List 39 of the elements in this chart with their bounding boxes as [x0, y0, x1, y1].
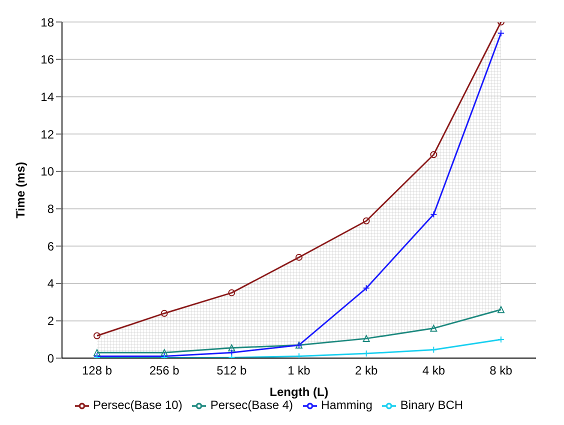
- legend-label: Binary BCH: [400, 398, 464, 412]
- point: [160, 349, 168, 356]
- x-tick-label: 2 kb: [354, 364, 378, 378]
- point: [362, 217, 370, 224]
- legend-label: Hamming: [321, 398, 372, 412]
- point: [160, 310, 168, 317]
- y-tick-label: 8: [47, 202, 54, 216]
- point: [362, 284, 370, 292]
- point: [430, 346, 438, 354]
- point: [430, 324, 438, 332]
- x-tick-label: 128 b: [82, 364, 112, 378]
- y-tick-label: 16: [40, 52, 54, 67]
- x-tick-label: 1 kb: [288, 364, 311, 378]
- y-tick-label: 0: [47, 351, 54, 366]
- point: [362, 335, 370, 342]
- y-tick-label: 14: [40, 90, 54, 104]
- point: [94, 332, 100, 340]
- point: [228, 289, 236, 296]
- y-axis-title: Time (ms): [13, 162, 28, 218]
- legend-label: Persec(Base 10): [92, 398, 182, 412]
- x-tick-label: 512 b: [216, 364, 248, 378]
- y-tick-label: 18: [40, 15, 54, 30]
- y-tick-label: 6: [47, 239, 54, 254]
- y-tick-label: 12: [40, 127, 54, 142]
- x-tick-label: 256 b: [149, 364, 180, 378]
- x-tick-label: 8 kb: [490, 364, 513, 378]
- point: [228, 344, 236, 352]
- point: [498, 306, 504, 314]
- y-tick-label: 4: [47, 276, 54, 291]
- point: [296, 254, 302, 261]
- x-axis-title: Length (L): [270, 385, 328, 400]
- point: [430, 151, 438, 158]
- legend-label: Persec(Base 4): [210, 398, 294, 412]
- point: [228, 349, 236, 356]
- point: [296, 352, 302, 358]
- x-tick-label: 4 kb: [422, 364, 446, 378]
- y-tick-label: 2: [47, 314, 54, 328]
- point: [430, 210, 438, 218]
- y-tick-label: 10: [40, 164, 54, 179]
